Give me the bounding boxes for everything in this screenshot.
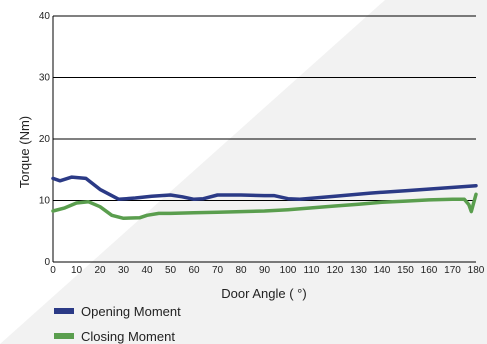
legend-label-closing-moment: Closing Moment bbox=[81, 329, 175, 344]
x-tick-label-150: 150 bbox=[397, 265, 414, 276]
x-tick-label-40: 40 bbox=[141, 265, 153, 276]
x-tick-label-130: 130 bbox=[350, 265, 367, 276]
x-tick-label-140: 140 bbox=[374, 265, 391, 276]
x-tick-label-120: 120 bbox=[327, 265, 344, 276]
x-tick-label-110: 110 bbox=[304, 265, 320, 276]
y-axis-title: Torque (Nm) bbox=[17, 116, 32, 188]
x-tick-label-80: 80 bbox=[235, 265, 247, 276]
y-tick-label-0: 0 bbox=[44, 257, 50, 268]
x-tick-label-10: 10 bbox=[71, 265, 83, 276]
x-tick-label-60: 60 bbox=[188, 265, 200, 276]
legend: Opening Moment Closing Moment bbox=[54, 304, 181, 344]
series-line-opening-moment bbox=[51, 175, 478, 202]
y-tick-label-10: 10 bbox=[39, 196, 51, 207]
legend-label-opening-moment: Opening Moment bbox=[81, 304, 181, 319]
x-tick-label-180: 180 bbox=[468, 265, 485, 276]
x-tick-label-30: 30 bbox=[118, 265, 130, 276]
legend-swatch-opening-moment bbox=[54, 308, 74, 314]
x-tick-label-160: 160 bbox=[421, 265, 438, 276]
x-tick-labels: 0 10 20 30 40 50 60 70 80 90 100 110 120 130 140 150 160… bbox=[50, 265, 485, 276]
x-tick-label-100: 100 bbox=[280, 265, 297, 276]
x-tick-label-70: 70 bbox=[212, 265, 224, 276]
series-line-closing-moment bbox=[51, 192, 478, 221]
legend-swatch-closing-moment bbox=[54, 333, 74, 339]
y-tick-label-20: 20 bbox=[39, 134, 51, 145]
x-tick-label-90: 90 bbox=[259, 265, 271, 276]
gridlines bbox=[53, 15, 476, 201]
x-axis-title: Door Angle ( °) bbox=[221, 286, 306, 301]
x-tick-label-50: 50 bbox=[165, 265, 177, 276]
x-tick-label-0: 0 bbox=[50, 265, 56, 276]
y-tick-labels: 0 10 20 30 40 bbox=[39, 11, 51, 268]
y-tick-label-40: 40 bbox=[39, 11, 51, 22]
x-tick-label-20: 20 bbox=[94, 265, 106, 276]
y-tick-label-30: 30 bbox=[39, 73, 51, 84]
series-lines bbox=[51, 175, 478, 221]
x-tick-label-170: 170 bbox=[444, 265, 461, 276]
